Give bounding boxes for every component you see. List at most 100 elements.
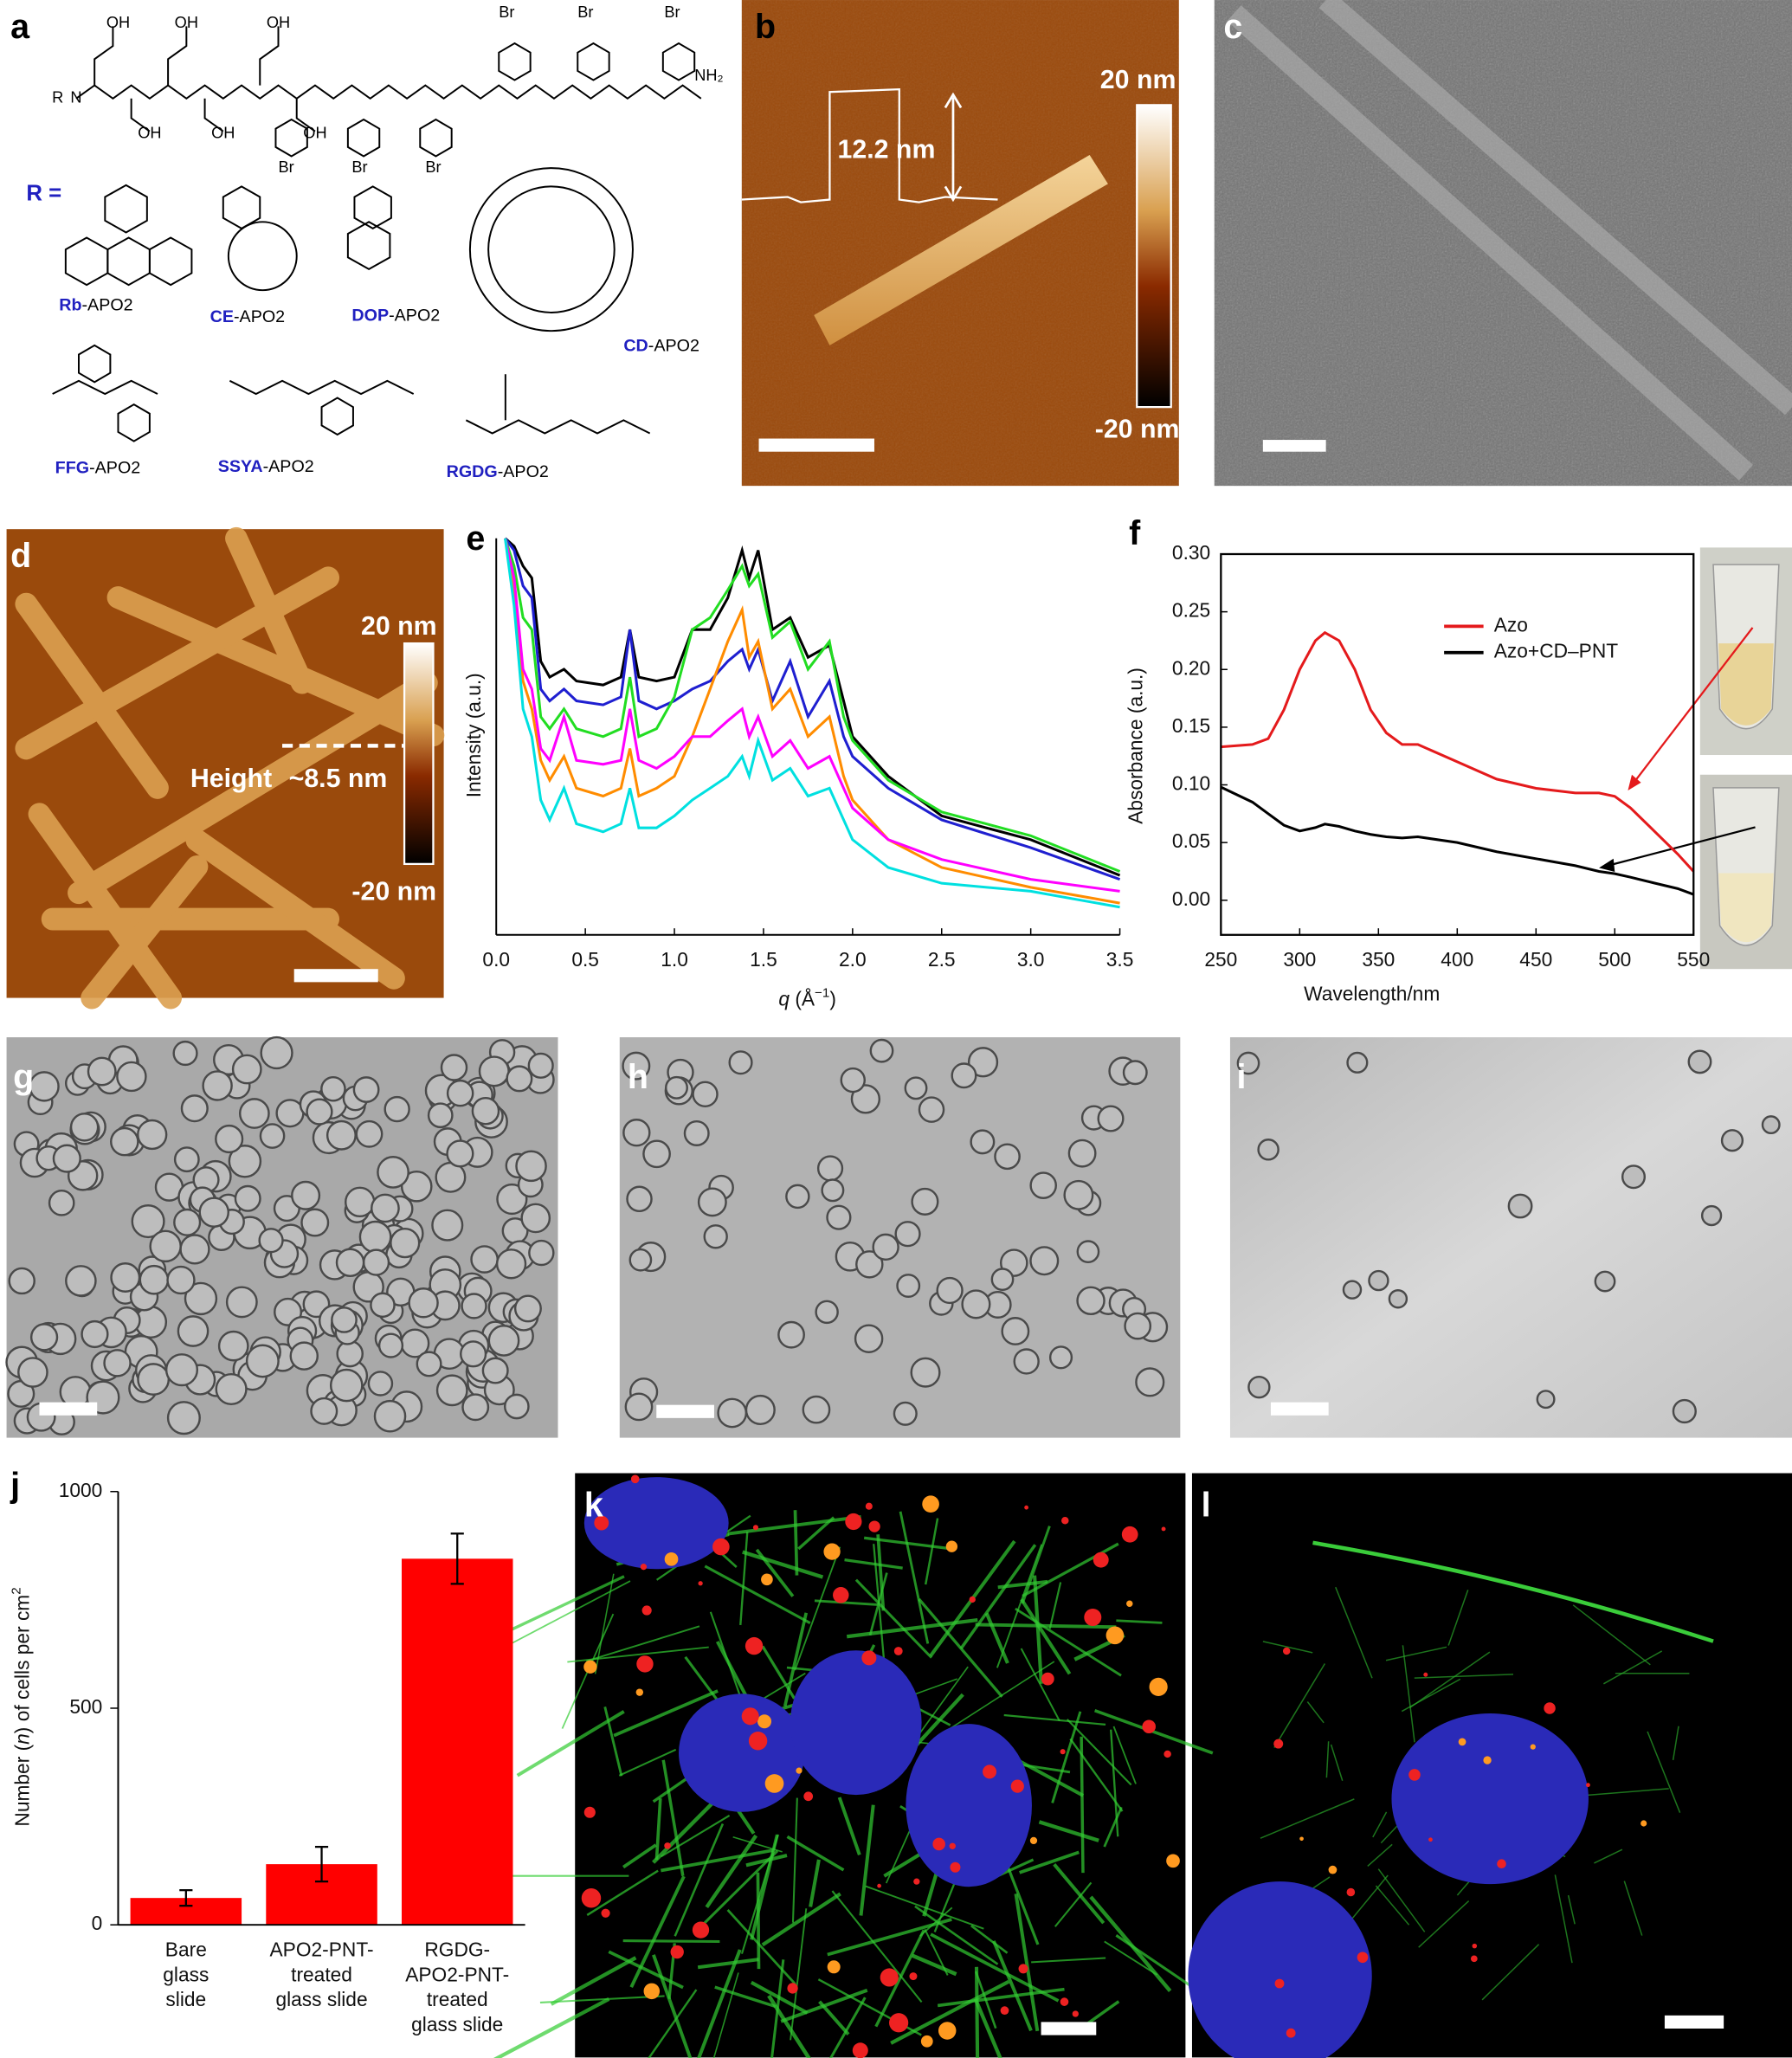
spot [932,1837,945,1851]
x-tick-label: 2.0 [839,948,867,971]
actin-fiber [1093,1708,1214,1755]
cell [692,1081,719,1107]
cell [1687,1049,1712,1074]
cell [215,1124,244,1154]
cell [258,1228,284,1254]
spot [630,1474,640,1484]
error-bar [450,1532,464,1585]
cell [904,1076,928,1100]
cell [628,1248,653,1272]
spot [868,1520,880,1532]
actin-fiber [876,1534,886,1611]
cell [1124,1312,1152,1340]
cell [961,1289,991,1319]
actin-fiber [1031,1957,1106,1964]
cell [87,1056,117,1087]
cell [291,1180,321,1210]
cell [331,1306,358,1333]
spot [712,1538,730,1556]
spot [698,1581,703,1586]
panel-label: h [628,1058,648,1096]
spot [861,1650,877,1666]
panel-label: j [10,1467,20,1505]
actin-fiber [1408,1651,1491,1709]
afm-image-d [6,526,445,1010]
axis-label: Wavelength/nm [1304,983,1440,1005]
actin-fiber [940,1661,1055,1736]
cell [642,1139,671,1169]
scale-min: -20 nm [351,877,436,906]
cell [1507,1193,1533,1219]
spot [1093,1552,1109,1568]
actin-fiber [859,1804,875,1916]
cell [289,1341,319,1371]
actin-fiber [1672,1726,1679,1761]
legend-label: Azo [1494,613,1528,635]
atom-label: OH [267,14,290,31]
group-suffix: -APO2 [82,296,133,315]
cell [850,1084,881,1114]
spot [1274,1978,1285,1989]
actin-fiber [970,1925,1009,1954]
actin-fiber [924,1518,939,1585]
group-prefix: CD [623,337,648,356]
actin-fiber [814,1599,878,1606]
actin-fiber [603,1706,623,1777]
spot [1041,1672,1054,1686]
y-tick-label: 0.20 [1172,656,1210,679]
panel-label: f [1129,514,1141,552]
data-line [504,538,1120,909]
cell [184,1281,218,1316]
spot [1121,1526,1138,1543]
spot [1061,1517,1069,1525]
spot [1458,1738,1466,1746]
x-tick-label: treated [291,1963,352,1985]
actin-fiber [973,1997,1002,2058]
cell [777,1320,805,1349]
cell [951,1062,977,1089]
label-part: ) [829,988,836,1010]
x-tick-label: 0.0 [482,948,510,971]
spot [1010,1779,1024,1793]
cell [683,1120,710,1146]
cell [745,1394,776,1425]
cell [1013,1348,1040,1375]
actin-fiber [712,1972,739,2058]
nucleus [906,1724,1032,1887]
group-label: FFG-APO2 [55,459,141,478]
cell [470,1245,499,1274]
actin-fiber [1572,1604,1651,1666]
axis-label: q (Å−1) [778,985,836,1010]
cell [1029,1246,1060,1276]
y-tick-label: 0.15 [1172,714,1210,737]
cell [1672,1398,1697,1424]
cell [358,1220,392,1254]
actin-fiber [654,1798,662,1861]
cell [785,1184,810,1210]
actin-fiber [1325,1741,1330,1778]
atom-label: Br [577,3,593,21]
actin-fiber [512,1580,631,1644]
cell [362,1248,390,1276]
cell [496,1183,528,1216]
micrograph-i [1229,1037,1792,1438]
cell [228,1145,262,1178]
x-tick-label: 1.5 [750,948,777,971]
actin-fiber [1014,1893,1040,2032]
cell [29,1071,60,1102]
group-prefix: CE [210,307,234,326]
nucleus [583,1477,729,1570]
cell [29,1323,59,1352]
actin-fiber [755,1548,795,1597]
actin-fiber [1066,1719,1132,1786]
actin-fiber [1594,1848,1623,1864]
actin-fiber [1020,1598,1072,1675]
cell [48,1189,75,1216]
cell [994,1143,1021,1171]
cell [1700,1204,1723,1227]
x-tick-label: 0.5 [571,948,599,971]
spot [641,1605,652,1616]
cell [896,1274,921,1298]
x-tick-label: 300 [1283,948,1316,971]
cell [198,1197,229,1228]
